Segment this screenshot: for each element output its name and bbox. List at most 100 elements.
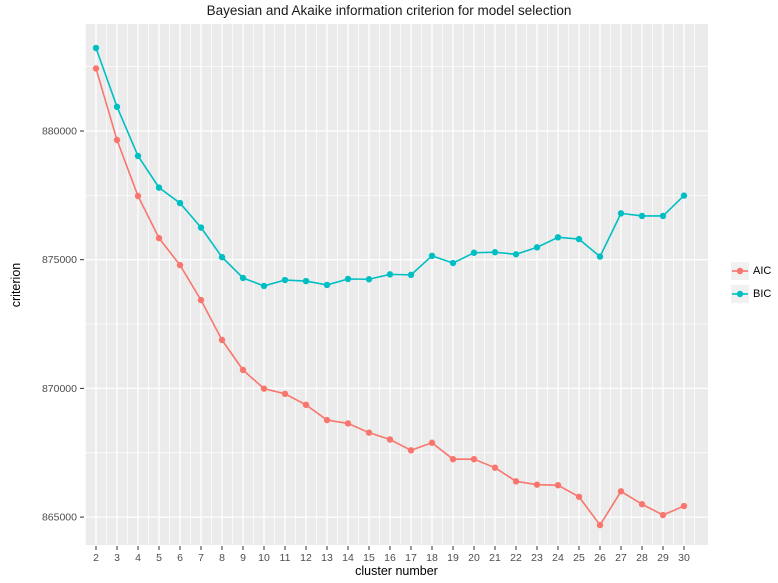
data-point-bic [575,235,583,243]
data-point-aic [617,488,625,495]
data-point-aic [575,493,583,500]
legend-label-aic: AIC [753,265,772,277]
data-point-aic [302,401,310,409]
x-tick-label: 17 [405,552,417,564]
legend-item-bic: BIC [731,285,771,303]
x-tick-label: 29 [657,552,669,564]
data-point-bic [302,277,310,285]
x-tick-label: 9 [240,552,246,564]
x-tick-label: 13 [321,552,333,564]
data-point-aic [176,261,184,269]
data-point-bic [554,234,562,241]
data-point-aic [197,296,205,304]
x-tick-label: 23 [531,552,543,564]
x-tick-label: 20 [468,552,480,564]
data-point-aic [512,478,520,485]
x-tick-label: 21 [489,552,501,564]
x-tick-label: 12 [300,552,312,564]
data-point-bic [638,212,646,220]
data-point-aic [155,234,163,242]
data-point-aic [323,416,331,424]
data-point-aic [281,390,289,398]
data-point-bic [659,212,667,220]
data-point-aic [239,366,247,374]
data-point-bic [113,103,121,111]
legend-key-glyph [732,267,748,275]
data-point-bic [92,44,100,52]
data-point-bic [323,281,331,289]
data-point-bic [407,271,415,279]
legend-key-bic-icon [731,285,749,303]
data-point-bic [470,249,478,256]
data-point-aic [638,501,646,508]
data-point-aic [134,192,142,200]
data-point-aic [92,65,100,72]
data-point-aic [533,481,541,488]
data-point-aic [659,511,667,519]
x-tick-label: 18 [426,552,438,564]
data-point-aic [554,481,562,489]
y-tick-label: 870000 [42,383,77,395]
data-point-bic [260,282,268,290]
legend: AIC BIC [731,262,771,303]
legend-label-bic: BIC [753,288,772,300]
x-tick-label: 11 [280,552,291,564]
x-tick-label: 25 [573,552,585,564]
x-tick-label: 3 [114,552,120,564]
y-tick-label: 865000 [42,512,77,524]
data-point-bic [197,224,205,231]
data-point-bic [596,253,604,260]
x-tick-label: 28 [636,552,648,564]
data-point-aic [344,420,352,427]
data-point-bic [449,259,457,267]
legend-key-glyph [732,290,748,298]
x-tick-label: 10 [258,552,270,564]
x-tick-label: 14 [342,552,354,564]
x-tick-label: 26 [594,552,606,564]
data-point-aic [365,429,373,436]
data-point-aic [491,464,499,471]
x-tick-label: 27 [615,552,627,564]
x-tick-label: 30 [678,552,690,564]
data-point-bic [617,210,625,217]
y-tick-label: 875000 [42,254,77,266]
x-tick-label: 4 [135,552,141,564]
data-point-aic [113,136,121,144]
x-tick-label: 6 [177,552,183,564]
y-axis-title: criterion [9,262,23,308]
data-point-aic [428,439,436,446]
x-tick-label: 22 [510,552,522,564]
data-point-bic [533,244,541,251]
data-point-aic [596,521,604,529]
x-tick-label: 8 [219,552,225,564]
data-point-aic [449,455,457,463]
data-point-bic [176,199,184,207]
x-tick-label: 19 [447,552,459,564]
data-point-bic [344,275,352,283]
data-point-bic [512,251,520,258]
data-point-bic [134,152,142,160]
data-point-aic [218,336,226,344]
data-point-bic [428,252,436,260]
data-point-bic [680,192,688,199]
data-point-bic [281,276,289,284]
x-tick-label: 16 [384,552,396,564]
x-axis-title: cluster number [355,564,438,578]
x-tick-label: 24 [552,552,564,564]
data-point-bic [365,276,373,283]
data-point-bic [155,184,163,191]
data-point-bic [491,249,499,256]
plot-panel [85,24,708,545]
data-point-bic [239,274,247,282]
y-tick-label: 880000 [42,126,77,138]
legend-item-aic: AIC [731,262,771,280]
data-point-bic [218,253,226,261]
x-tick-label: 7 [198,552,204,564]
chart-title: Bayesian and Akaike information criterio… [206,3,572,18]
legend-key-aic-icon [731,262,749,280]
x-tick-label: 5 [156,552,162,564]
data-point-aic [407,447,415,454]
data-point-aic [680,502,688,510]
